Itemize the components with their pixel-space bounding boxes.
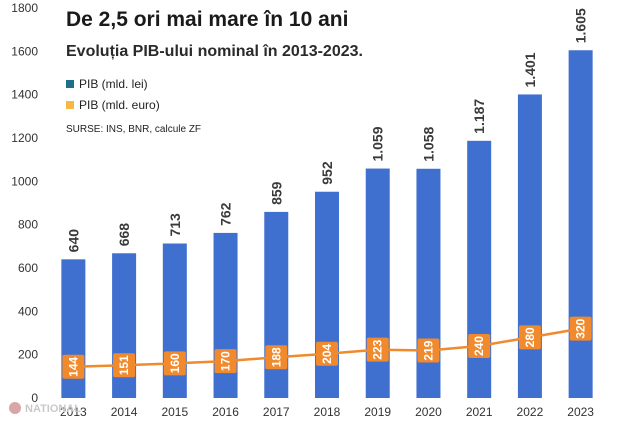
- euro-data-label: 160: [168, 353, 182, 373]
- legend-swatch-euro: [66, 101, 74, 109]
- watermark: NATIONAL: [9, 402, 81, 415]
- euro-data-label: 151: [117, 355, 131, 375]
- bar: [416, 168, 441, 398]
- bar-data-label: 952: [319, 161, 335, 185]
- euro-data-label: 188: [269, 347, 283, 367]
- euro-point: [316, 341, 338, 366]
- y-tick-label: 1400: [11, 88, 38, 102]
- euro-data-label: 240: [472, 336, 486, 356]
- x-tick-label: 2021: [466, 405, 493, 419]
- euro-point: [366, 337, 389, 362]
- y-tick-label: 600: [18, 261, 38, 275]
- y-tick-label: 0: [31, 391, 38, 405]
- watermark-logo-icon: [9, 402, 21, 414]
- bar: [365, 168, 390, 398]
- bar-data-label: 668: [116, 223, 132, 247]
- x-tick-label: 2019: [364, 405, 391, 419]
- euro-data-label: 223: [371, 339, 385, 359]
- bar-data-label: 1.401: [522, 52, 538, 87]
- legend-label-euro: PIB (mld. euro): [79, 98, 160, 112]
- y-tick-label: 1200: [11, 131, 38, 145]
- euro-point: [163, 351, 186, 376]
- y-tick-label: 1600: [11, 44, 38, 58]
- bar: [517, 94, 542, 398]
- y-tick-label: 400: [18, 304, 38, 318]
- x-tick-label: 2014: [111, 405, 138, 419]
- euro-point: [518, 325, 541, 350]
- euro-point: [113, 353, 136, 378]
- chart-subtitle: Evoluția PIB-ului nominal în 2013-2023.: [66, 43, 363, 60]
- euro-data-label: 170: [219, 351, 233, 371]
- y-axis: 0 200 400 600 800 1000 1200 1400 1600 1800: [11, 1, 38, 405]
- x-tick-label: 2015: [161, 405, 188, 419]
- euro-point: [214, 349, 237, 374]
- bar: [315, 191, 339, 398]
- legend: PIB (mld. lei) PIB (mld. euro): [66, 77, 160, 112]
- euro-data-label: 320: [574, 318, 588, 338]
- x-tick-label: 2016: [212, 405, 239, 419]
- bar: [264, 211, 289, 398]
- bar-data-label: 1.605: [573, 8, 589, 43]
- euro-data-label: 280: [523, 327, 537, 347]
- bar-data-label: 762: [218, 202, 234, 226]
- x-axis: 2013 2014 2015 2016 2017 2018 2019 2020 2021 2022…: [60, 405, 594, 419]
- bar-data-label: 1.058: [420, 127, 436, 162]
- euro-series: 144 151 160 170 188 204 223 219 240 280 320: [62, 316, 592, 379]
- bar-data-label: 1.059: [370, 126, 386, 161]
- euro-point: [468, 334, 491, 358]
- bar-data-label: 859: [268, 181, 284, 205]
- x-tick-label: 2020: [415, 405, 442, 419]
- watermark-text: NATIONAL: [25, 403, 81, 415]
- euro-data-label: 219: [421, 340, 435, 360]
- x-tick-label: 2018: [314, 405, 341, 419]
- y-tick-label: 1800: [11, 1, 38, 15]
- chart-source: SURSE: INS, BNR, calcule ZF: [66, 124, 201, 135]
- y-tick-label: 800: [18, 218, 38, 232]
- euro-data-label: 204: [320, 343, 334, 363]
- x-tick-label: 2013: [60, 405, 87, 419]
- x-tick-label: 2022: [517, 405, 544, 419]
- x-tick-label: 2023: [567, 405, 594, 419]
- legend-label-lei: PIB (mld. lei): [79, 77, 148, 91]
- y-tick-label: 1000: [11, 174, 38, 188]
- bar-data-label: 640: [65, 229, 81, 253]
- x-tick-label: 2017: [263, 405, 290, 419]
- bar-labels: 640 668 713 762 859 952 1.059 1.058 1.187 1.401 1.…: [65, 8, 588, 252]
- euro-point: [569, 316, 592, 341]
- y-tick-label: 200: [18, 348, 38, 362]
- bar: [467, 140, 492, 399]
- chart-title: De 2,5 ori mai mare în 10 ani: [66, 8, 348, 31]
- bar-data-label: 713: [167, 213, 183, 237]
- euro-point: [265, 345, 288, 370]
- euro-point: [417, 338, 440, 363]
- euro-data-label: 144: [66, 356, 80, 376]
- bar: [213, 232, 238, 398]
- euro-point: [62, 354, 85, 379]
- bar-data-label: 1.187: [471, 99, 487, 134]
- bar: [568, 50, 593, 398]
- legend-swatch-lei: [66, 80, 74, 88]
